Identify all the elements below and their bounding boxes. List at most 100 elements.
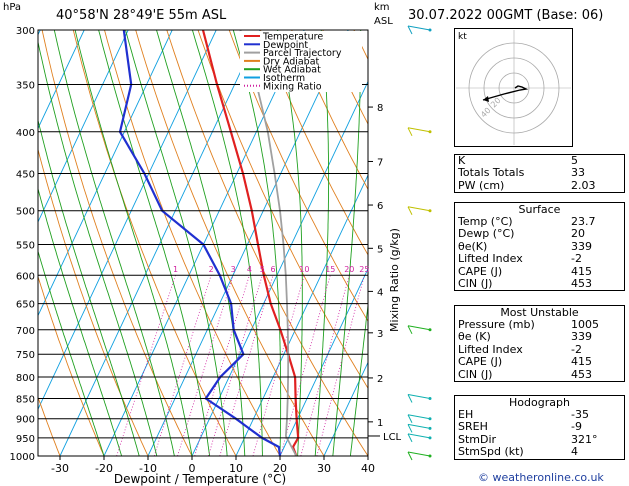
hodograph-stat-value: 4 <box>571 445 578 459</box>
wind-barb-station <box>428 426 432 430</box>
wind-barb-station <box>428 454 432 458</box>
hodograph-stat-value: -35 <box>571 408 589 421</box>
hodograph-stat-row: StmDir 321° <box>455 432 624 446</box>
legend-entry: Parcel Trajectory <box>263 48 342 59</box>
datetime-title: 30.07.2022 00GMT (Base: 06) <box>408 8 604 23</box>
wind-barb <box>407 433 431 439</box>
surface-value: 453 <box>571 277 592 291</box>
most-unstable-row: Lifted Index -2 <box>455 342 624 356</box>
wind-barb-flag <box>407 127 413 137</box>
hodograph-stat-label: StmDir <box>458 432 497 446</box>
pressure-tick-label: 800 <box>16 373 35 384</box>
lcl-label: LCL <box>383 432 402 443</box>
km-tick-label: 6 <box>377 201 383 212</box>
x-tick-label: 0 <box>189 462 196 475</box>
most-unstable-label: CAPE (J) <box>458 355 503 369</box>
most-unstable-row: CIN (J) 453 <box>455 367 624 381</box>
wind-barb <box>407 206 431 212</box>
isotherm-line <box>38 30 85 130</box>
dry-adiabat-line <box>291 30 368 191</box>
pressure-tick-label: 300 <box>16 26 35 37</box>
x-tick-label: -10 <box>139 462 157 475</box>
dry-adiabat-line <box>259 30 368 256</box>
wind-barb-station <box>428 28 432 32</box>
surface-label: θe(K) <box>458 239 488 253</box>
pressure-tick-label: 350 <box>16 81 35 92</box>
most-unstable-label: Lifted Index <box>458 342 523 356</box>
wet-adiabat-line <box>38 118 140 456</box>
most-unstable-value: 453 <box>571 367 592 381</box>
km-axis-unit: km <box>374 2 390 13</box>
km-tick-label: 3 <box>377 329 383 340</box>
isotherm-line <box>235 174 368 456</box>
index-value: 33 <box>571 166 585 180</box>
hodograph-stat-value: 321° <box>571 432 598 446</box>
mixing-ratio-value-label: 1 <box>173 265 178 274</box>
hodograph-arrow <box>483 96 489 102</box>
surface-value: 23.7 <box>571 215 596 228</box>
wind-barb-flag <box>407 433 413 443</box>
surface-label: Temp (°C) <box>458 215 513 228</box>
wind-barb-flag <box>407 424 413 433</box>
index-label: Totals Totals <box>458 166 525 180</box>
x-tick-label: -30 <box>51 462 69 475</box>
wind-barb-flag <box>407 394 413 403</box>
index-label: PW (cm) <box>458 178 505 192</box>
most-unstable-value: 1005 <box>571 318 599 331</box>
mixing-ratio-line <box>177 275 234 456</box>
wind-barb-station <box>428 436 432 440</box>
isotherm-line <box>191 80 368 456</box>
dry-adiabat-line <box>38 395 61 456</box>
km-tick-label: 1 <box>377 418 383 429</box>
pressure-tick-label: 400 <box>16 128 35 139</box>
x-tick-label: 20 <box>273 462 287 475</box>
surface-label: Lifted Index <box>458 252 523 266</box>
hodograph-stat-label: SREH <box>458 420 488 434</box>
hodograph-stat-row: StmSpd (kt) 4 <box>455 445 624 459</box>
pressure-tick-label: 750 <box>16 350 35 361</box>
wet-adiabat-line <box>349 301 368 456</box>
wind-barb-flag <box>407 451 413 461</box>
wind-barb-station <box>428 130 432 134</box>
wind-barb-station <box>428 209 432 213</box>
wet-adiabat-line <box>98 30 211 456</box>
mixing-ratio-value-label: 5 <box>260 265 265 274</box>
surface-value: 339 <box>571 239 592 253</box>
indices-box: K 5 Totals Totals 33 PW (cm) 2.03 <box>454 154 625 194</box>
wind-barb <box>407 325 431 331</box>
surface-value: -2 <box>571 252 582 266</box>
wind-barb <box>407 414 431 420</box>
wind-barb <box>407 127 431 133</box>
isotherm-line <box>147 30 349 456</box>
index-value: 2.03 <box>571 178 596 192</box>
mixing-ratio-axis-label: Mixing Ratio (g/kg) <box>388 228 401 332</box>
pressure-tick-label: 850 <box>16 394 35 405</box>
pressure-tick-label: 650 <box>16 300 35 311</box>
wind-barb <box>407 25 431 31</box>
hpa-axis-unit: hPa <box>3 2 22 13</box>
most-unstable-label: θe (K) <box>458 330 491 344</box>
location-title: 40°58'N 28°49'E 55m ASL <box>56 8 227 23</box>
hodograph-trace <box>482 85 529 101</box>
surface-row: Dewp (°C) 20 <box>455 227 624 241</box>
surface-label: Dewp (°C) <box>458 227 515 241</box>
hodograph-stats-box: Hodograph EH -35 SREH -9 StmDir 321° StmSpd (k… <box>454 395 625 460</box>
most-unstable-title: Most Unstable <box>500 306 579 319</box>
hodograph-stat-label: EH <box>458 408 474 421</box>
plot-frame <box>37 29 369 457</box>
most-unstable-row: Pressure (mb) 1005 <box>455 318 624 331</box>
x-tick-label: 10 <box>229 462 243 475</box>
wet-adiabat-line <box>332 30 362 456</box>
pressure-tick-label: 1000 <box>10 452 35 463</box>
legend-entry: Dry Adiabat <box>263 56 320 67</box>
surface-label: CIN (J) <box>458 277 493 291</box>
most-unstable-label: Pressure (mb) <box>458 318 535 331</box>
x-axis-label: Dewpoint / Temperature (°C) <box>114 472 286 486</box>
legend-entry: Mixing Ratio <box>263 81 322 92</box>
hodograph-stat-label: StmSpd (kt) <box>458 445 524 459</box>
surface-row: CAPE (J) 415 <box>455 265 624 278</box>
wind-barb-flag <box>407 25 413 35</box>
pressure-tick-label: 450 <box>16 169 35 180</box>
most-unstable-label: CIN (J) <box>458 367 493 381</box>
